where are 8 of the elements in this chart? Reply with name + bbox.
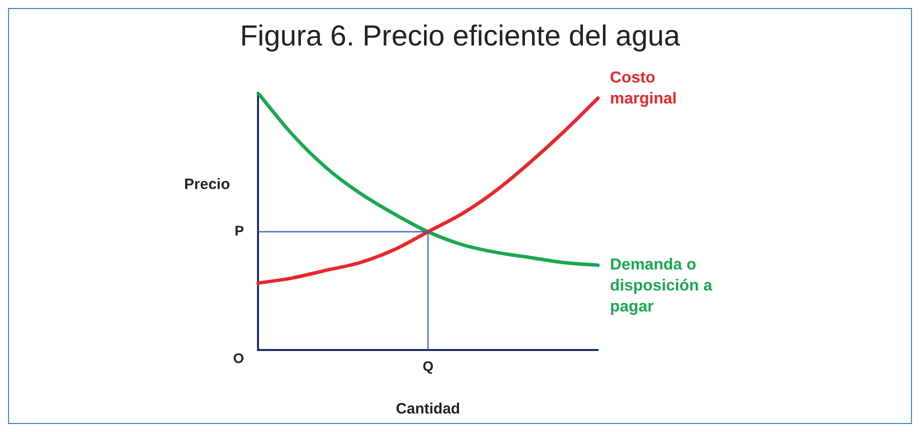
y-axis-title: Precio xyxy=(184,176,230,194)
series-label: Demanda o disposición a pagar xyxy=(610,256,712,316)
chart-title: Figura 6. Precio eficiente del agua xyxy=(240,20,681,52)
x-axis-title: Cantidad xyxy=(396,400,460,418)
text: Q xyxy=(422,358,434,374)
text: O xyxy=(233,350,244,366)
ref-line-label: P xyxy=(234,222,244,239)
series-label: Costo marginal xyxy=(610,70,677,108)
